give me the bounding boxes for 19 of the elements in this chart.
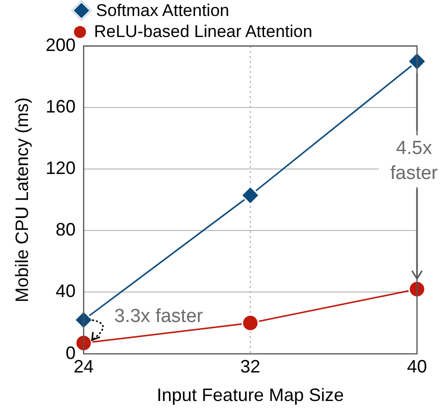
point bbox=[242, 314, 260, 332]
x-tick-label: 32 bbox=[240, 356, 260, 377]
y-tick-label: 160 bbox=[46, 96, 76, 117]
point bbox=[408, 280, 426, 298]
y-tick-label: 120 bbox=[46, 158, 76, 178]
legend-label: ReLU-based Linear Attention bbox=[94, 21, 312, 42]
x-tick-label: 24 bbox=[74, 356, 94, 377]
x-tick-label: 40 bbox=[406, 356, 428, 377]
annotation: 3.3x faster bbox=[114, 306, 204, 328]
y-tick-label: 40 bbox=[56, 281, 76, 302]
annotation: 4.5x faster bbox=[390, 138, 438, 184]
y-tick-label: 0 bbox=[66, 342, 76, 363]
point bbox=[240, 186, 260, 206]
x-axis-title: Input Feature Map Size bbox=[156, 385, 344, 406]
y-tick-label: 200 bbox=[46, 34, 76, 55]
point bbox=[74, 334, 92, 352]
y-tick-label: 80 bbox=[56, 220, 76, 240]
y-axis-title: Mobile CPU Latency (ms) bbox=[12, 97, 32, 302]
legend-label: Softmax Attention bbox=[96, 0, 230, 21]
